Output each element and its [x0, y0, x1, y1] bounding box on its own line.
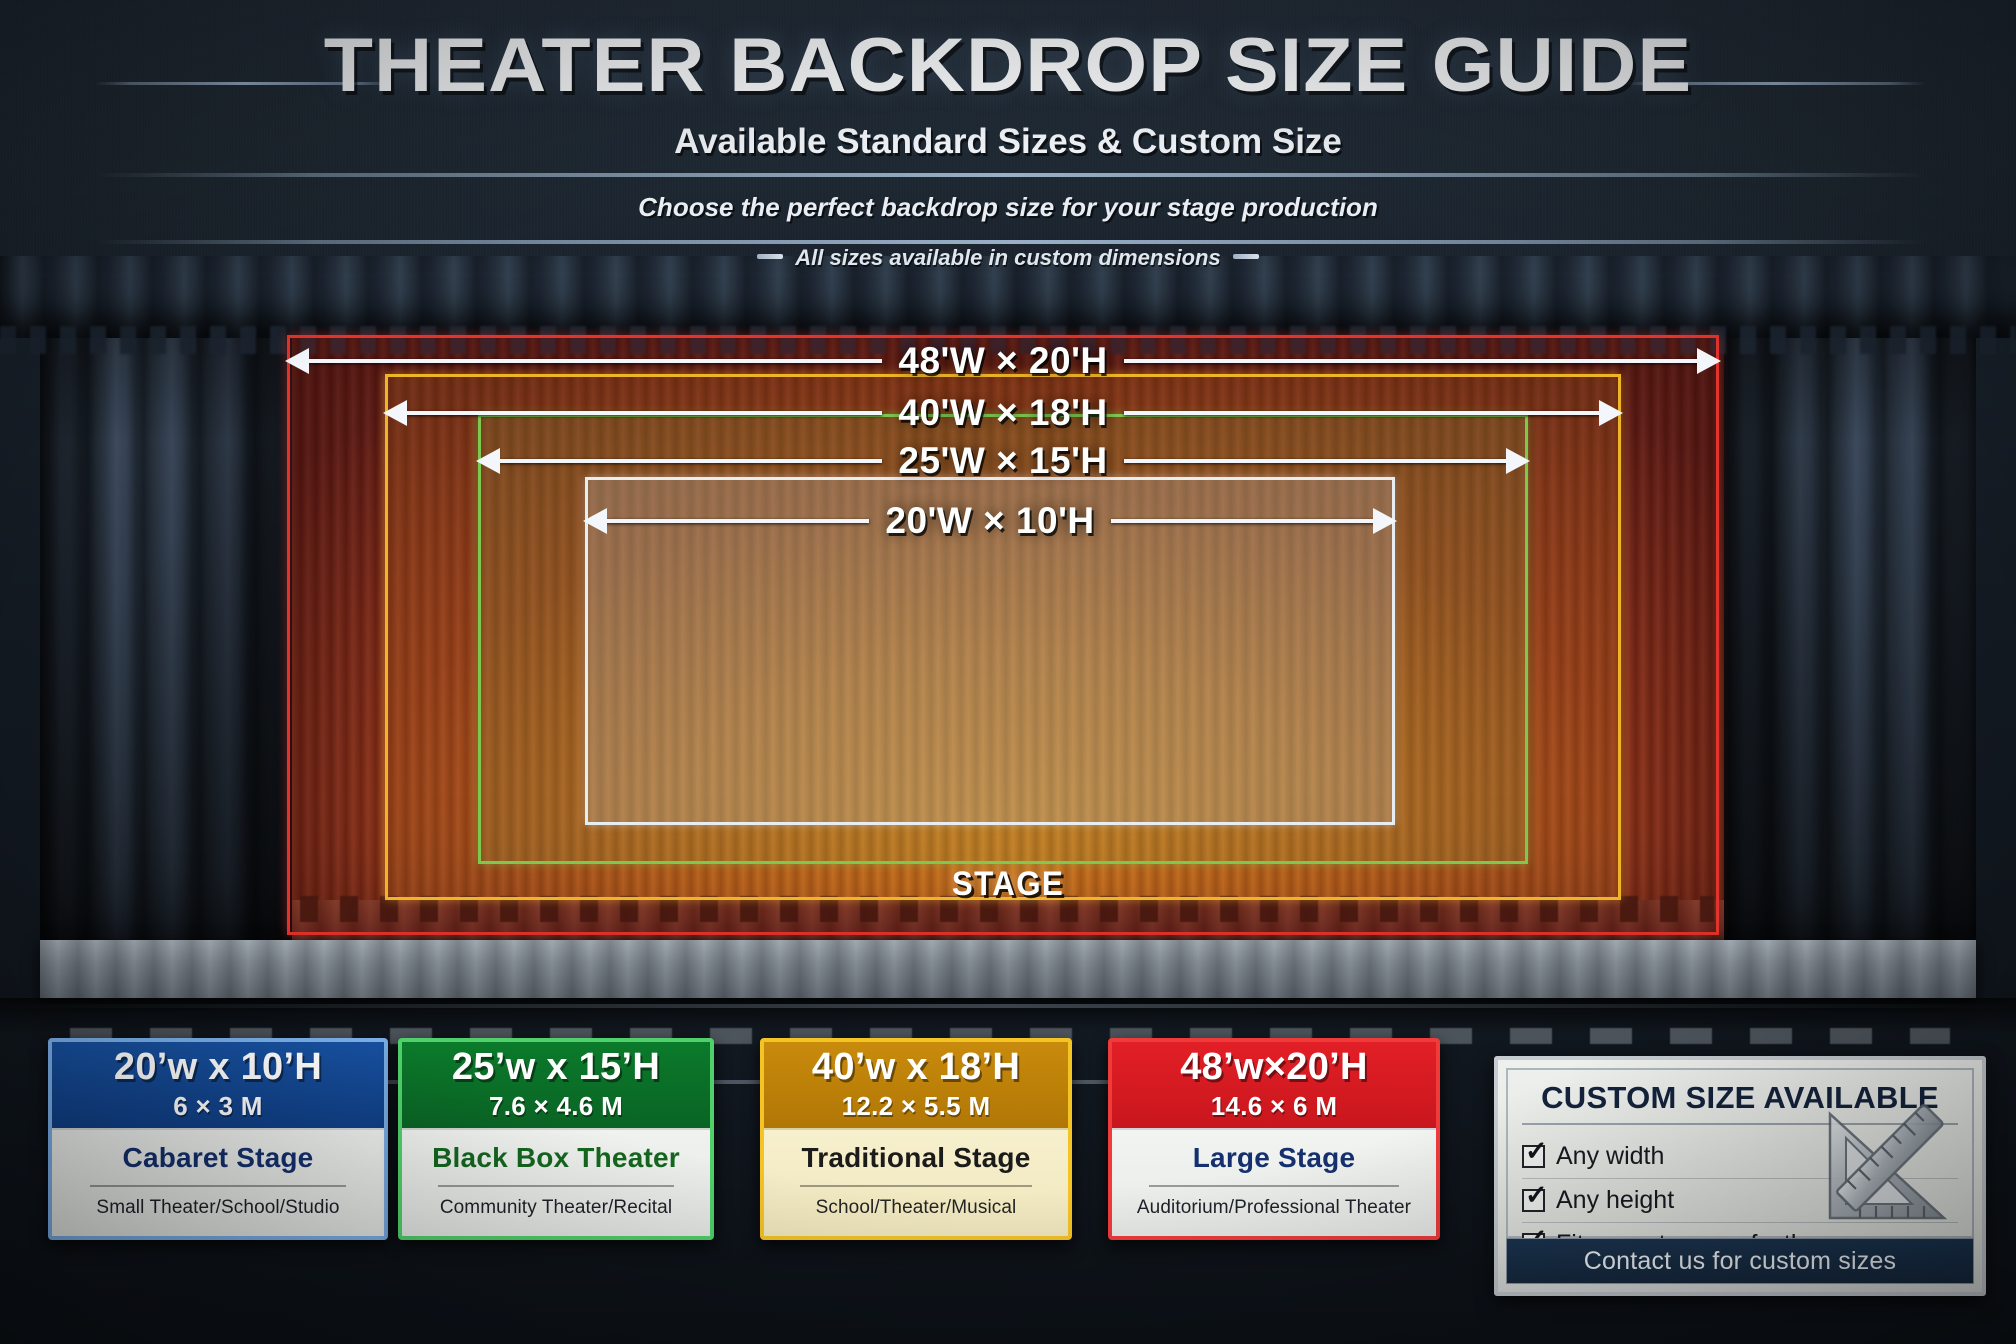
side-curtain-right [1724, 258, 1976, 988]
arrow-right-icon [1123, 400, 1624, 426]
dimension-label: 48'W × 20'H [898, 340, 1108, 381]
arrow-right-icon [1123, 448, 1531, 474]
card-dimension-meters: 7.6 × 4.6 M [488, 1091, 624, 1122]
card-dimension-meters: 12.2 × 5.5 M [841, 1091, 991, 1122]
card-usage: Community Theater/Recital [439, 1197, 673, 1218]
card-dimension-feet: 25’w x 15’H [451, 1045, 661, 1088]
dash-left-icon [757, 253, 784, 259]
card-dimension-meters: 6 × 3 M [173, 1091, 263, 1122]
backdrop-curtain [286, 330, 1728, 940]
note-text: All sizes available in custom dimensions [795, 245, 1221, 270]
dimension-row-25x15: 25'W × 15'H [475, 440, 1531, 482]
card-header: 25’w x 15’H 7.6 × 4.6 M [402, 1042, 710, 1128]
card-dimension-meters: 14.6 × 6 M [1210, 1091, 1338, 1122]
arrow-left-icon [382, 400, 883, 426]
size-card-cabaret-stage[interactable]: 20’w x 10’H 6 × 3 M Cabaret Stage Small … [48, 1038, 388, 1240]
footlight-row [300, 896, 1714, 922]
card-body: Traditional Stage School/Theater/Musical [764, 1128, 1068, 1236]
header: THEATER BACKDROP SIZE GUIDE Available St… [0, 0, 2016, 278]
size-card-black-box-theater[interactable]: 25’w x 15’H 7.6 × 4.6 M Black Box Theate… [398, 1038, 714, 1240]
card-title: Large Stage [1192, 1142, 1356, 1173]
dimension-row-20x10: 20'W × 10'H [582, 500, 1398, 542]
card-dimension-feet: 48’w×20’H [1180, 1045, 1368, 1088]
page-title: THEATER BACKDROP SIZE GUIDE [323, 23, 1693, 108]
custom-feature-row[interactable]: Any height [1522, 1178, 1958, 1222]
custom-feature-label: Any height [1556, 1186, 1675, 1214]
custom-size-panel[interactable]: CUSTOM SIZE AVAILABLE Any width Any heig… [1494, 1056, 1986, 1296]
card-dimension-feet: 40’w x 18’H [811, 1045, 1021, 1088]
custom-dimensions-note: All sizes available in custom dimensions [0, 245, 2016, 271]
card-body: Large Stage Auditorium/Professional Thea… [1112, 1128, 1436, 1236]
card-divider [1149, 1185, 1399, 1187]
custom-size-rule [1522, 1123, 1958, 1125]
card-usage: Small Theater/School/Studio [96, 1197, 340, 1218]
apron-rail-line [0, 1004, 2016, 1008]
size-rect-25x15[interactable] [478, 414, 1528, 864]
dash-right-icon [1232, 253, 1259, 259]
size-card-traditional-stage[interactable]: 40’w x 18’H 12.2 × 5.5 M Traditional Sta… [760, 1038, 1072, 1240]
custom-size-title: CUSTOM SIZE AVAILABLE [1541, 1080, 1939, 1115]
arrow-right-icon [1123, 348, 1722, 374]
arrow-left-icon [284, 348, 883, 374]
card-connector [712, 1080, 762, 1084]
custom-feature-row[interactable]: Any width [1522, 1134, 1958, 1178]
header-rule-mid-2 [95, 240, 1925, 244]
card-divider [90, 1185, 346, 1187]
stage-label: STAGE [951, 865, 1065, 903]
arrow-left-icon [475, 448, 883, 474]
dimension-row-40x18: 40'W × 18'H [382, 392, 1624, 434]
card-header: 20’w x 10’H 6 × 3 M [52, 1042, 384, 1128]
contact-text: Contact us for custom sizes [1583, 1246, 1897, 1275]
curtain-shade-right [1724, 258, 1976, 988]
dimension-label: 25'W × 15'H [898, 440, 1108, 481]
card-connector [1070, 1080, 1110, 1084]
arrow-right-icon [1110, 508, 1398, 534]
size-card-large-stage[interactable]: 48’w×20’H 14.6 × 6 M Large Stage Auditor… [1108, 1038, 1440, 1240]
dimension-label: 40'W × 18'H [898, 392, 1108, 433]
ruler-square-icon [1828, 1104, 1948, 1220]
card-title: Black Box Theater [432, 1142, 680, 1173]
card-title: Traditional Stage [801, 1142, 1031, 1173]
card-title: Cabaret Stage [122, 1142, 314, 1173]
page-subtitle: Available Standard Sizes & Custom Size [674, 122, 1342, 161]
card-header: 48’w×20’H 14.6 × 6 M [1112, 1042, 1436, 1128]
card-dimension-feet: 20’w x 10’H [113, 1045, 323, 1088]
size-card-list: 20’w x 10’H 6 × 3 M Cabaret Stage Small … [0, 1038, 2016, 1288]
header-rule-mid-1 [95, 173, 1925, 177]
custom-size-inner: CUSTOM SIZE AVAILABLE Any width Any heig… [1506, 1068, 1974, 1258]
side-curtain-left [40, 258, 292, 988]
checkbox-checked-icon[interactable] [1522, 1182, 1548, 1212]
custom-feature-label: Any width [1556, 1141, 1665, 1170]
contact-bar[interactable]: Contact us for custom sizes [1506, 1238, 1974, 1284]
card-usage: School/Theater/Musical [815, 1197, 1017, 1218]
card-body: Cabaret Stage Small Theater/School/Studi… [52, 1128, 384, 1236]
card-divider [437, 1185, 675, 1187]
arrow-left-icon [582, 508, 870, 534]
card-header: 40’w x 18’H 12.2 × 5.5 M [764, 1042, 1068, 1128]
curtain-shade-left [40, 258, 292, 988]
dimension-label: 20'W × 10'H [885, 500, 1095, 541]
stage-apron [40, 940, 1976, 998]
card-usage: Auditorium/Professional Theater [1136, 1197, 1412, 1218]
dimension-row-48x20: 48'W × 20'H [284, 340, 1722, 382]
page-tagline: Choose the perfect backdrop size for you… [638, 192, 1378, 222]
card-divider [799, 1185, 1033, 1187]
card-connector [386, 1080, 402, 1084]
size-rect-48x20[interactable] [287, 335, 1719, 935]
card-body: Black Box Theater Community Theater/Reci… [402, 1128, 710, 1236]
size-rect-20x10[interactable] [585, 477, 1395, 825]
checkbox-checked-icon[interactable] [1522, 1138, 1548, 1168]
